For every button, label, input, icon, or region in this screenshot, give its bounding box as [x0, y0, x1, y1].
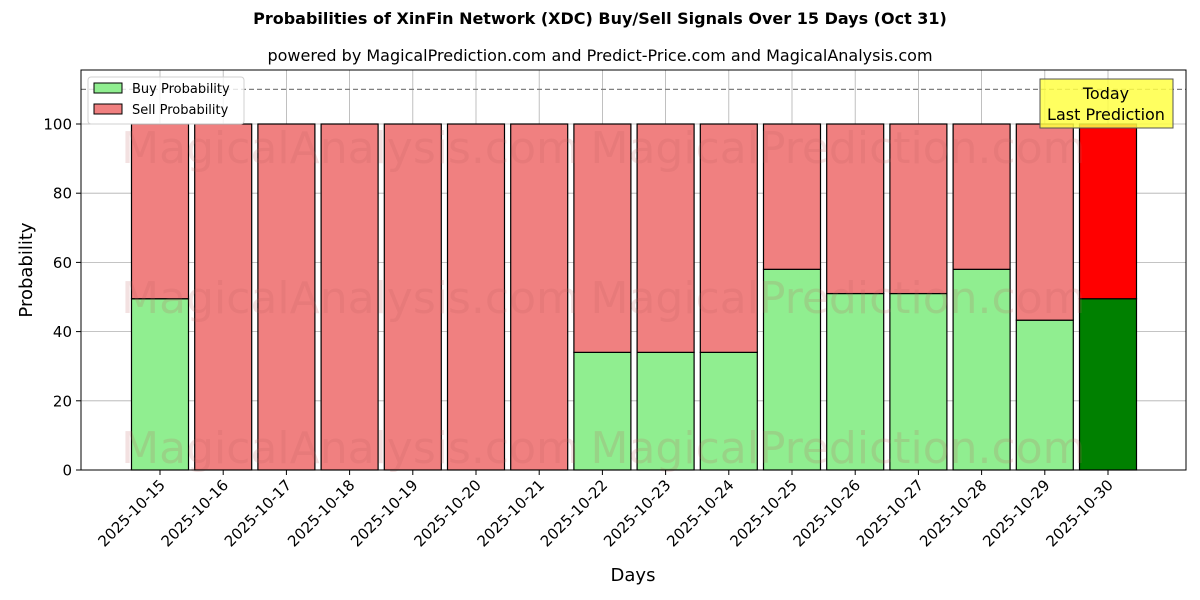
watermark-text: MagicalPrediction.com — [591, 423, 1086, 474]
bar-sell — [446, 123, 506, 471]
annotation-line-2: Last Prediction — [1047, 105, 1165, 124]
bar-sell — [1078, 123, 1138, 300]
x-tick-label: 2025-10-18 — [284, 476, 358, 550]
watermark-text: MagicalPrediction.com — [591, 123, 1086, 174]
x-axis-label: Days — [611, 565, 656, 586]
watermark-text: MagicalAnalysis.com — [121, 273, 579, 324]
y-tick-label: 80 — [53, 185, 72, 203]
bar-sell — [889, 123, 948, 295]
bar-sell — [383, 123, 442, 471]
annotation-line-1: Today — [1082, 84, 1129, 103]
x-tick-label: 2025-10-27 — [853, 476, 927, 550]
chart-title: Probabilities of XinFin Network (XDC) Bu… — [253, 9, 947, 28]
legend-box — [87, 76, 245, 125]
watermark-text: MagicalAnalysis.com — [121, 123, 579, 174]
y-tick-label: 20 — [53, 392, 72, 410]
x-tick-label: 2025-10-22 — [537, 476, 611, 550]
plot-frame — [80, 69, 1187, 471]
y-tick-label: 60 — [53, 254, 72, 272]
legend: Buy Probability Sell Probability — [87, 76, 245, 125]
watermark-text: MagicalPrediction.com — [591, 273, 1086, 324]
x-tick-label: 2025-10-30 — [1042, 476, 1116, 550]
y-tick-label: 100 — [43, 116, 72, 134]
bar-sell — [573, 123, 632, 353]
annotation-box — [1039, 78, 1174, 129]
bar-sell — [826, 123, 885, 295]
x-tick-label: 2025-10-25 — [726, 476, 800, 550]
bars — [130, 123, 1138, 471]
legend-swatch — [93, 103, 123, 115]
y-tick-label: 40 — [53, 323, 72, 341]
bar-buy — [699, 351, 758, 471]
bar-sell — [257, 123, 316, 471]
bar-sell — [636, 123, 695, 353]
today-annotation: Today Last Prediction — [1039, 78, 1174, 129]
bar-buy — [952, 268, 1011, 471]
y-tick-label: 0 — [62, 462, 72, 480]
x-tick-label: 2025-10-28 — [916, 476, 990, 550]
bar-sell — [762, 123, 822, 270]
bar-sell — [699, 123, 758, 353]
x-tick-label: 2025-10-24 — [663, 476, 737, 550]
watermarks: MagicalAnalysis.com MagicalPrediction.com… — [121, 123, 1085, 474]
y-axis: 0 20 40 60 80 100 — [43, 116, 81, 480]
bar-sell — [952, 123, 1011, 270]
x-tick-label: 2025-10-20 — [410, 476, 484, 550]
x-tick-label: 2025-10-15 — [94, 476, 168, 550]
y-axis-label: Probability — [16, 222, 37, 317]
legend-label: Sell Probability — [132, 103, 229, 118]
bar-buy — [826, 292, 885, 471]
x-tick-label: 2025-10-19 — [347, 476, 421, 550]
bar-buy — [889, 292, 948, 471]
bar-buy — [762, 268, 822, 471]
bar-sell — [1015, 123, 1074, 321]
bar-sell — [510, 123, 569, 471]
legend-label: Buy Probability — [132, 82, 230, 97]
x-tick-label: 2025-10-17 — [221, 476, 295, 550]
x-tick-label: 2025-10-29 — [979, 476, 1053, 550]
watermark-text: MagicalAnalysis.com — [121, 423, 579, 474]
chart-subtitle: powered by MagicalPrediction.com and Pre… — [267, 46, 933, 65]
x-tick-label: 2025-10-23 — [600, 476, 674, 550]
x-tick-label: 2025-10-26 — [790, 476, 864, 550]
x-axis: 2025-10-152025-10-162025-10-172025-10-18… — [94, 470, 1117, 550]
x-tick-label: 2025-10-16 — [158, 476, 232, 550]
bar-buy — [1015, 319, 1074, 471]
bar-buy — [130, 298, 190, 471]
bar-buy — [1078, 298, 1138, 471]
x-tick-label: 2025-10-21 — [474, 476, 548, 550]
legend-swatch — [93, 82, 123, 94]
